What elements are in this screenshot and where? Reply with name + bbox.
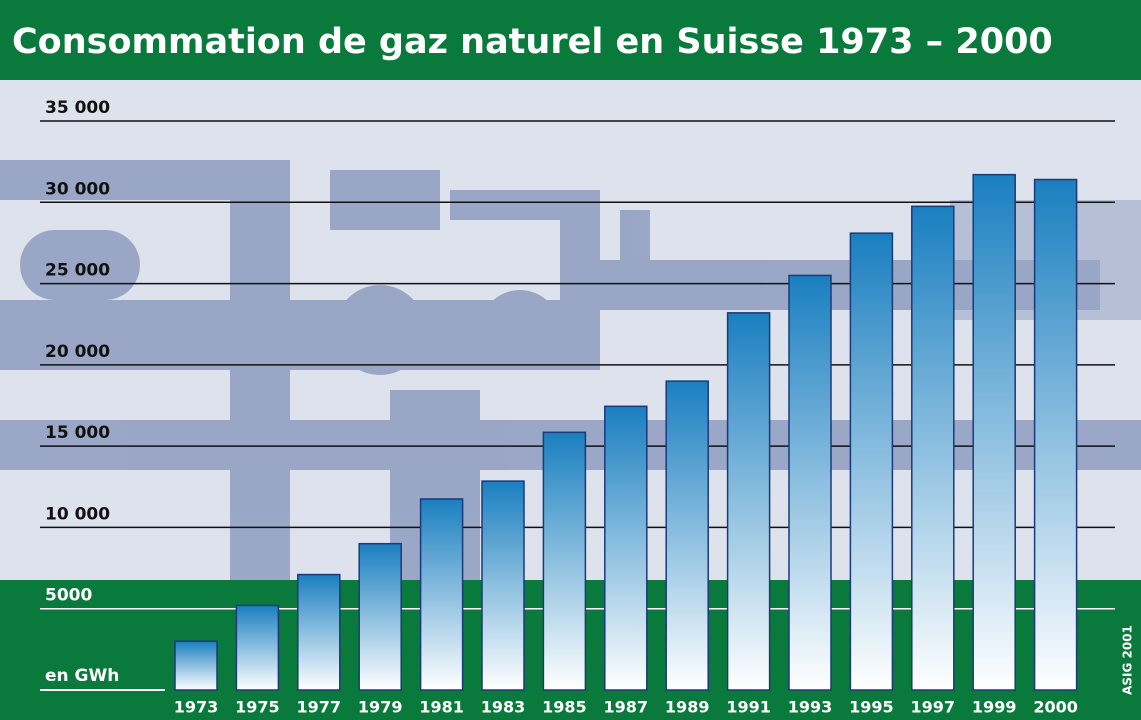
x-tick-label: 1975 (235, 698, 280, 717)
x-tick-label: 1995 (849, 698, 894, 717)
x-tick-label: 2000 (1033, 698, 1078, 717)
bar (849, 232, 894, 691)
x-tick-label: 1973 (174, 698, 219, 717)
bar (1033, 178, 1078, 691)
x-tick-label: 1991 (726, 698, 771, 717)
x-tick-label: 1993 (788, 698, 833, 717)
chart-title: Consommation de gaz naturel en Suisse 19… (12, 22, 1053, 62)
bar (788, 274, 832, 691)
y-axis-label: en GWh (45, 666, 119, 686)
y-tick-label: 35 000 (45, 98, 110, 118)
x-tick-label: 1979 (358, 698, 403, 717)
x-tick-label: 1983 (481, 698, 526, 717)
x-tick-label: 1987 (604, 698, 649, 717)
bar (235, 604, 280, 691)
bar (911, 205, 955, 691)
x-tick-label: 1977 (297, 698, 342, 717)
y-tick-label: 5000 (45, 586, 92, 606)
y-tick-label: 30 000 (45, 179, 110, 199)
bar (419, 498, 464, 691)
y-tick-label: 15 000 (45, 423, 110, 443)
bar (665, 380, 709, 691)
bar (358, 542, 402, 691)
x-tick-label: 1985 (542, 698, 587, 717)
bar (972, 173, 1016, 691)
y-tick-label: 20 000 (45, 342, 110, 362)
annotation: ASIG 2001 (1121, 625, 1135, 695)
title-band (0, 0, 1141, 80)
x-tick-label: 1989 (665, 698, 710, 717)
y-tick-label: 25 000 (45, 261, 110, 281)
x-tick-label: 1981 (419, 698, 464, 717)
bar (174, 640, 218, 691)
bar (481, 480, 525, 691)
bar (542, 431, 587, 691)
x-tick-label: 1997 (911, 698, 956, 717)
bar (726, 312, 771, 691)
x-tick-label: 1999 (972, 698, 1017, 717)
bar (604, 405, 648, 691)
bar (297, 573, 341, 691)
y-tick-label: 10 000 (45, 504, 110, 524)
